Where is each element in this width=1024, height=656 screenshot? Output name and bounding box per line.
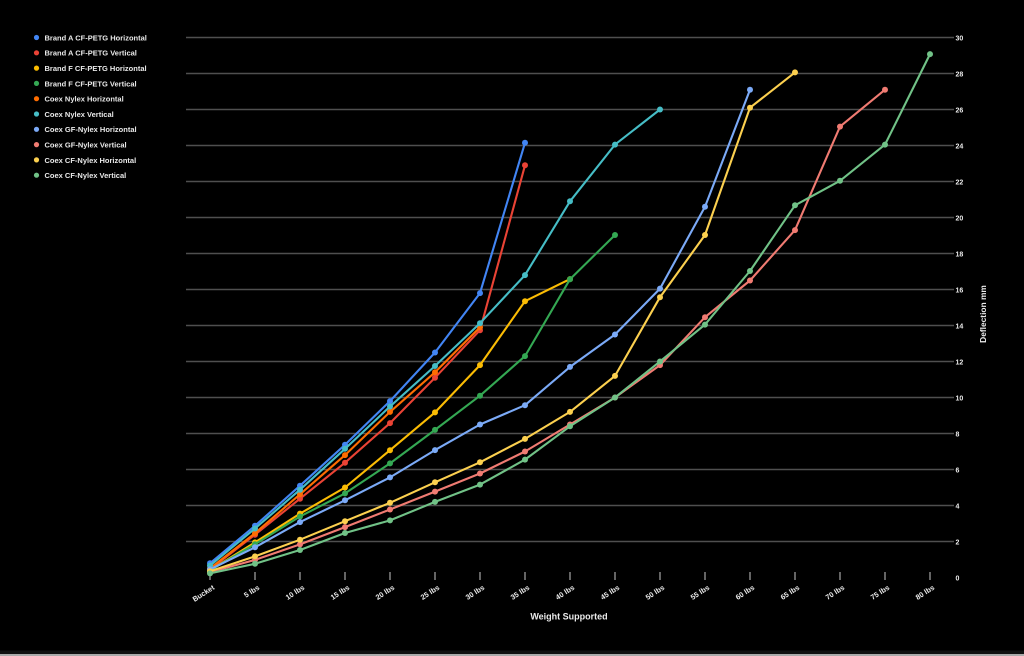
svg-text:26: 26: [956, 107, 964, 114]
svg-text:30: 30: [956, 35, 964, 42]
svg-text:20: 20: [956, 215, 964, 222]
svg-text:14: 14: [956, 323, 964, 330]
svg-text:0: 0: [956, 575, 960, 582]
svg-text:28: 28: [956, 71, 964, 78]
svg-text:Weight Supported: Weight Supported: [530, 611, 607, 621]
svg-text:10: 10: [956, 395, 964, 402]
svg-text:2: 2: [956, 539, 960, 546]
svg-text:Coex GF-Nylex Horizontal: Coex GF-Nylex Horizontal: [45, 125, 137, 134]
svg-text:24: 24: [956, 143, 964, 150]
svg-text:Deflection mm: Deflection mm: [978, 285, 988, 343]
svg-text:Brand A CF-PETG Vertical: Brand A CF-PETG Vertical: [45, 49, 137, 58]
svg-text:16: 16: [956, 287, 964, 294]
svg-text:Coex GF-Nylex Vertical: Coex GF-Nylex Vertical: [45, 141, 127, 150]
svg-text:6: 6: [956, 467, 960, 474]
svg-text:Coex Nylex Vertical: Coex Nylex Vertical: [45, 110, 114, 119]
svg-text:8: 8: [956, 431, 960, 438]
svg-text:Brand F CF-PETG Vertical: Brand F CF-PETG Vertical: [45, 79, 137, 88]
svg-text:4: 4: [956, 503, 960, 510]
svg-text:Brand F CF-PETG Horizontal: Brand F CF-PETG Horizontal: [45, 64, 147, 73]
svg-text:Coex Nylex Horizontal: Coex Nylex Horizontal: [45, 95, 124, 104]
svg-text:18: 18: [956, 251, 964, 258]
svg-text:12: 12: [956, 359, 964, 366]
svg-text:Brand A CF-PETG Horizontal: Brand A CF-PETG Horizontal: [45, 33, 147, 42]
svg-text:Coex CF-Nylex Vertical: Coex CF-Nylex Vertical: [45, 171, 127, 180]
svg-text:Coex CF-Nylex Horizontal: Coex CF-Nylex Horizontal: [45, 156, 137, 165]
svg-text:22: 22: [956, 179, 964, 186]
